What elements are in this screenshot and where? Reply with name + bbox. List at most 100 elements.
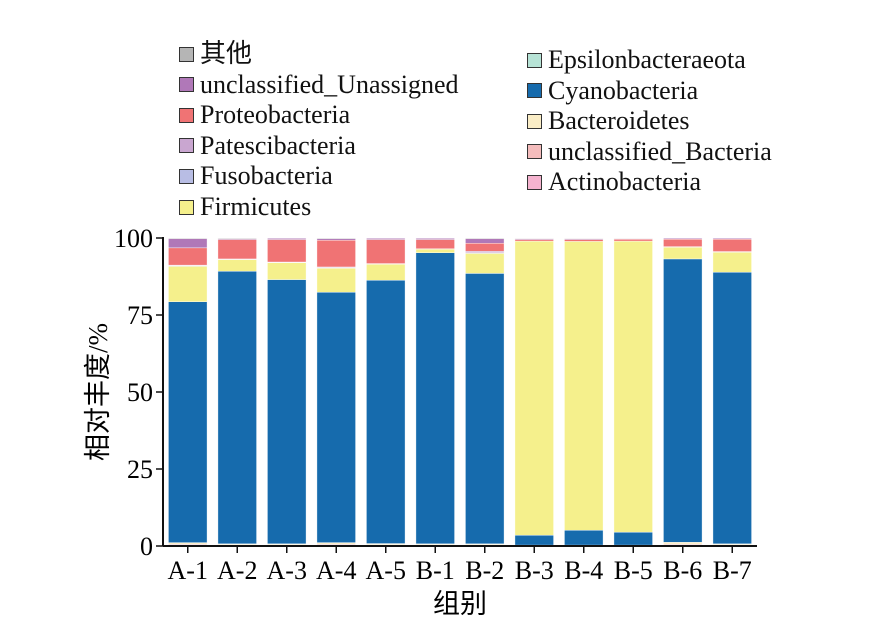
bar-segment (514, 535, 554, 546)
legend-swatch (179, 138, 194, 154)
legend-label: Fusobacteria (200, 161, 333, 191)
legend-swatch (179, 168, 194, 184)
bar-segment (316, 239, 356, 268)
y-tick-label: 75 (127, 301, 153, 330)
bar-segment (465, 253, 505, 274)
legend-label: Patescibacteria (200, 130, 356, 160)
x-tick-label: B-1 (416, 556, 455, 585)
bar-segment (564, 530, 604, 546)
legend-swatch (527, 113, 542, 129)
legend-item: Bacteroidetes (527, 107, 690, 135)
legend-label: Firmicutes (200, 192, 312, 221)
legend-item: Actinobacteria (527, 168, 701, 196)
legend-label: unclassified_Unassigned (200, 69, 459, 99)
bar-segment (465, 238, 505, 244)
legend-label: Proteobacteria (200, 100, 351, 130)
y-axis-title: 相对丰度/% (83, 323, 113, 461)
bar-segment (168, 238, 208, 249)
x-tick-label: A-3 (267, 556, 307, 585)
legend-swatch (179, 77, 194, 93)
bar-segment (168, 301, 208, 543)
legend-label: Bacteroidetes (548, 106, 690, 136)
bar-segment (663, 239, 703, 247)
x-tick-label: B-5 (614, 556, 653, 585)
legend-label: Actinobacteria (548, 167, 702, 197)
y-tick-label: 50 (127, 378, 153, 407)
legend-label: Epsilonbacteraeota (548, 45, 746, 74)
legend-label: Cyanobacteria (548, 75, 699, 105)
bar-segment (267, 239, 307, 263)
x-tick-label: B-6 (663, 556, 702, 585)
legend-swatch (179, 199, 194, 215)
x-axis-title: 组别 (433, 589, 487, 619)
bar-segment (316, 542, 356, 545)
bar-segment (316, 267, 356, 293)
bar-segment (663, 258, 703, 543)
legend-item: unclassified_Unassigned (179, 69, 459, 99)
bar-segment (415, 248, 455, 253)
bar-segment (168, 237, 208, 239)
bar-segment (564, 241, 604, 531)
bar-segment (415, 252, 455, 545)
legend-label: unclassified_Bacteria (548, 136, 772, 166)
legend-item: Patescibacteria (179, 130, 356, 160)
legend-swatch (527, 144, 542, 160)
bar-segment (613, 240, 653, 533)
x-tick-label: A-2 (217, 556, 257, 585)
bar-segment (316, 238, 356, 241)
legend-swatch (179, 107, 194, 123)
bar-segment (712, 239, 752, 252)
bar-segment (663, 247, 703, 260)
legend-item: Epsilonbacteraeota (527, 46, 746, 74)
legend-item: Firmicutes (179, 193, 311, 221)
bar-segment (316, 237, 356, 239)
y-tick-label: 0 (140, 532, 153, 561)
bar-segment (712, 271, 752, 545)
legend-swatch (527, 83, 542, 99)
legend-item: 其他 (179, 40, 252, 68)
x-tick-label: B-4 (564, 556, 603, 585)
x-tick-label: B-7 (713, 556, 752, 585)
bar-segment (465, 251, 505, 253)
x-tick-label: B-3 (515, 556, 554, 585)
legend-swatch (179, 46, 194, 62)
legend-item: Proteobacteria (179, 101, 350, 129)
bar-segment (316, 292, 356, 543)
x-tick-label: B-2 (465, 556, 504, 585)
bar-segment (217, 239, 257, 260)
y-tick-label: 25 (127, 455, 153, 484)
bar-segment (663, 542, 703, 545)
bar-segment (564, 239, 604, 242)
bar-segment (415, 239, 455, 249)
legend-swatch (527, 52, 542, 68)
legend-swatch (527, 174, 542, 190)
bar-segment (712, 251, 752, 273)
y-tick-label: 100 (114, 224, 153, 253)
bar-segment (267, 262, 307, 280)
bar-segment (168, 266, 208, 302)
legend-item: unclassified_Bacteria (527, 136, 772, 166)
x-tick-label: A-1 (168, 556, 208, 585)
bar-segment (514, 240, 554, 536)
bar-segment (465, 243, 505, 252)
bar-segment (366, 280, 406, 544)
bar-segment (168, 247, 208, 266)
bar-segment (267, 279, 307, 545)
legend-label: 其他 (200, 39, 253, 68)
bar-segment (366, 263, 406, 281)
bar-segment (217, 237, 257, 239)
legend-item: Cyanobacteria (527, 75, 699, 105)
bar-segment (168, 542, 208, 545)
bar-segment (217, 271, 257, 545)
x-tick-label: A-5 (366, 556, 406, 585)
bar-segment (613, 531, 653, 546)
bar-segment (613, 239, 653, 242)
x-tick-label: A-4 (316, 556, 356, 585)
bar-segment (217, 259, 257, 272)
legend-item: Fusobacteria (179, 162, 333, 190)
bar-segment (465, 273, 505, 545)
bar-segment (366, 239, 406, 264)
bar-segment (514, 239, 554, 242)
bar-segment (465, 237, 505, 239)
